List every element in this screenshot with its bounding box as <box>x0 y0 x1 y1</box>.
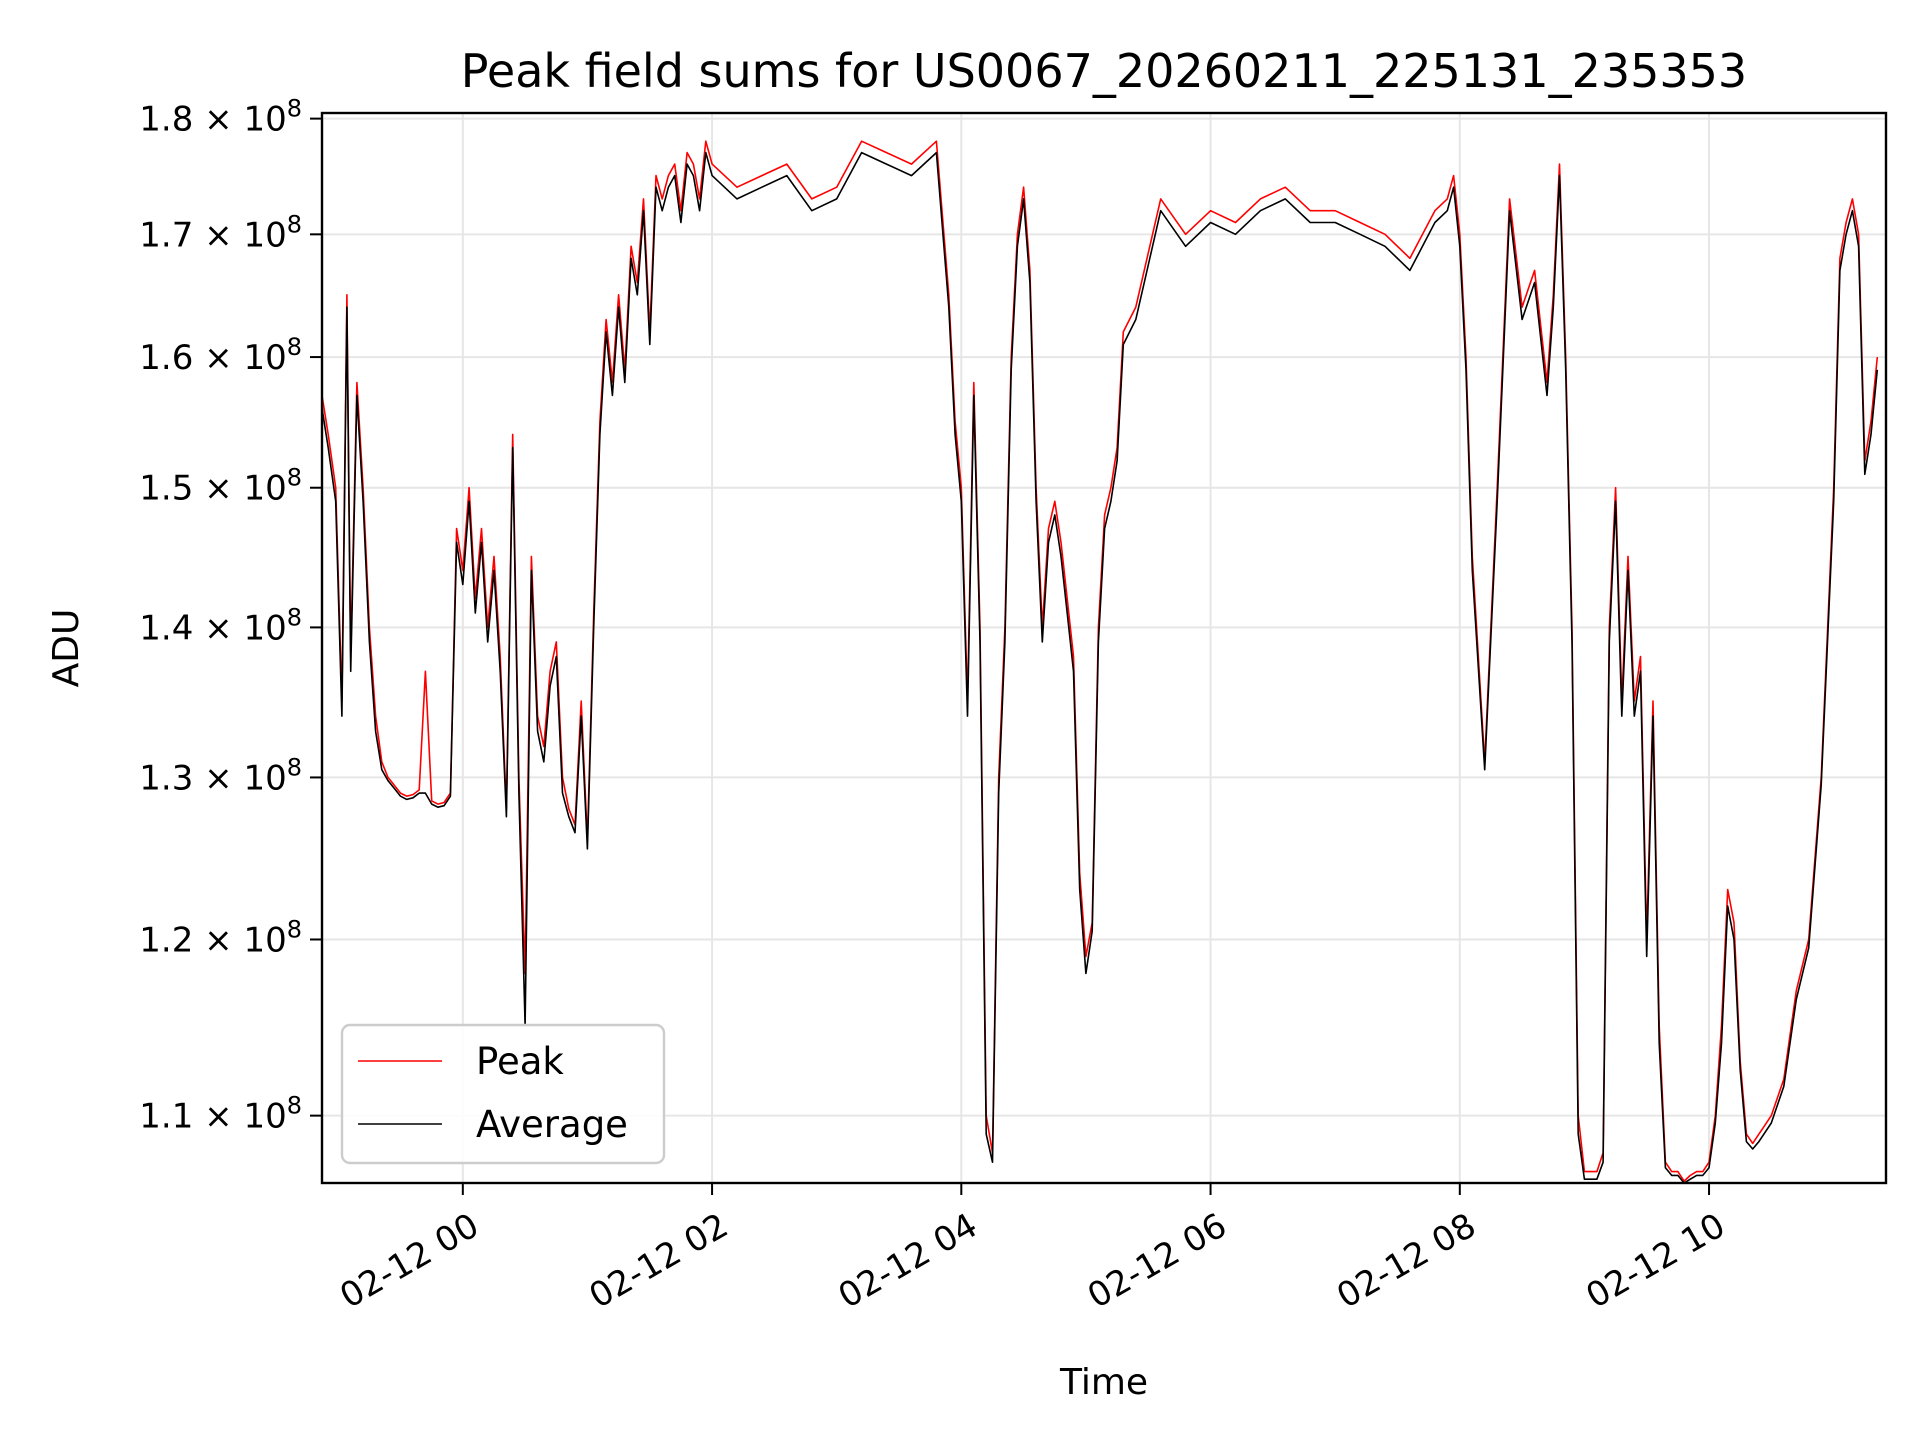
y-tick-label: 1.4 × 108 <box>139 603 302 648</box>
y-tick-label: 1.1 × 108 <box>139 1092 302 1137</box>
y-tick-label: 1.2 × 108 <box>139 915 302 960</box>
chart-title: Peak field sums for US0067_20260211_2251… <box>461 44 1747 98</box>
y-axis-title: ADU <box>46 609 87 688</box>
y-tick-label: 1.7 × 108 <box>139 210 302 255</box>
x-axis-title: Time <box>1059 1362 1148 1403</box>
legend-label-peak: Peak <box>476 1040 564 1083</box>
y-tick-label: 1.8 × 108 <box>139 95 302 140</box>
plot-frame <box>320 111 1888 1185</box>
legend-label-average: Average <box>476 1103 628 1146</box>
y-tick-label: 1.6 × 108 <box>139 333 302 378</box>
series-line-average <box>321 151 1879 1184</box>
legend: Peak Average <box>340 1023 666 1165</box>
series-layer <box>321 140 1879 1184</box>
legend-box <box>340 1023 666 1165</box>
y-tick-label: 1.5 × 108 <box>139 464 302 509</box>
y-tick-label: 1.3 × 108 <box>139 753 302 798</box>
